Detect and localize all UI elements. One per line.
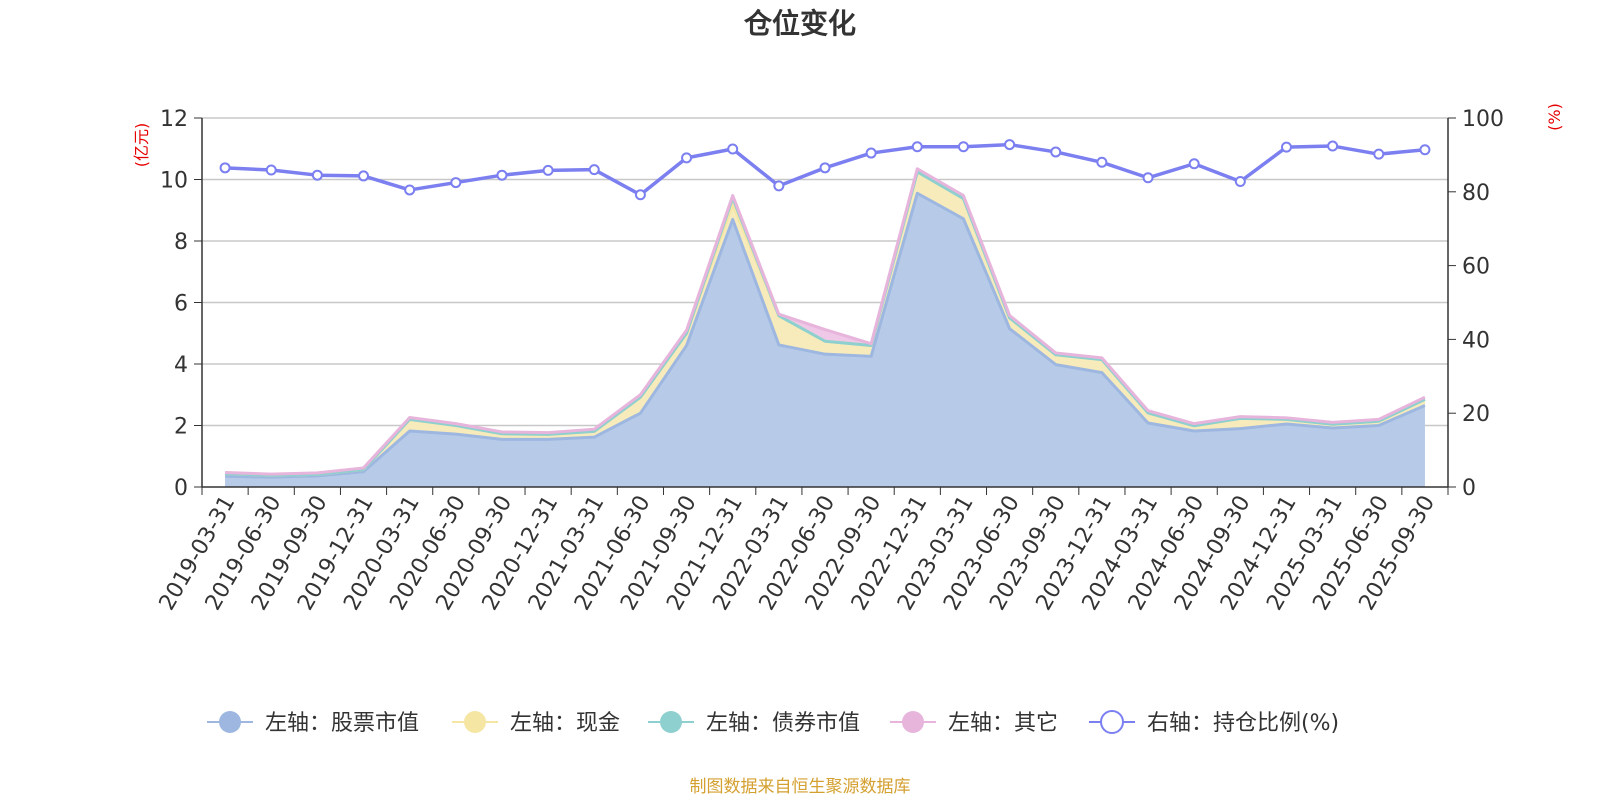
ratio-point [1096,156,1108,168]
ratio-point [681,152,693,164]
chart-title: 仓位变化 [744,7,856,40]
ratio-point [219,162,231,174]
ratio-point [450,177,462,189]
area-edge-0 [225,191,1426,479]
left-axis-tick-label: 6 [174,292,188,317]
ratio-point [957,141,969,153]
right-axis-tick-label: 80 [1462,181,1490,206]
ratio-point [727,143,739,155]
ratio-point [542,164,554,176]
ratio-line-layer [219,139,1431,201]
left-axis-tick-label: 4 [174,353,188,378]
legend-marker [464,711,486,733]
footer-source-text: 制图数据来自恒生聚源数据库 [690,777,911,797]
ratio-point [404,184,416,196]
ratio-point [1142,172,1154,184]
left-axis-tick-label: 2 [174,415,188,440]
legend-marker [660,711,682,733]
left-axis-tick-label: 10 [160,169,188,194]
legend-item: 左轴：债券市值 [648,711,860,736]
ratio-point [865,147,877,159]
right-axis-tick-label: 40 [1462,328,1490,353]
ratio-point [496,169,508,181]
ratio-point [265,164,277,176]
ratio-point [773,180,785,192]
legend-marker [219,711,241,733]
ratio-point [634,189,646,201]
ratio-point [1234,175,1246,187]
legend-label: 左轴：现金 [510,711,620,736]
ratio-point [1188,158,1200,170]
ratio-point [1419,144,1431,156]
left-axis-tick-label: 8 [174,230,188,255]
ratio-point [1004,139,1016,151]
legend-label: 左轴：其它 [948,711,1058,736]
ratio-point [1050,146,1062,158]
ratio-point [911,141,923,153]
right-axis-tick-label: 60 [1462,255,1490,280]
legend-item: 左轴：现金 [452,711,620,736]
legend: 左轴：股票市值 左轴：现金 左轴：债券市值 左轴：其它 右轴：持仓比例(%) [207,710,1339,736]
area-0 [225,193,1425,487]
legend-label: 左轴：股票市值 [265,711,419,736]
legend-item: 右轴：持仓比例(%) [1089,710,1339,736]
left-axis-tick-label: 12 [160,107,188,132]
legend-label: 右轴：持仓比例(%) [1147,711,1339,736]
right-axis-tick-label: 0 [1462,476,1476,501]
right-axis-tick-label: 100 [1462,107,1504,132]
area-edge-2 [225,170,1426,477]
ratio-point [1280,141,1292,153]
left-axis-tick-label: 0 [174,476,188,501]
ratio-point [1373,148,1385,160]
left-axis-unit-label: (亿元) [132,123,151,168]
stacked-areas [225,167,1426,488]
legend-item: 左轴：股票市值 [207,711,419,736]
area-edge-3 [225,167,1426,476]
legend-label: 左轴：债券市值 [706,711,860,736]
right-axis-unit-label: (%) [1545,103,1564,131]
ratio-point [1327,140,1339,152]
ratio-point [311,169,323,181]
legend-marker [902,711,924,733]
ratio-point [819,162,831,174]
right-axis-tick-label: 20 [1462,402,1490,427]
ratio-point [588,164,600,176]
ratio-point [358,170,370,182]
legend-item: 左轴：其它 [890,711,1058,736]
legend-marker [1100,710,1124,734]
